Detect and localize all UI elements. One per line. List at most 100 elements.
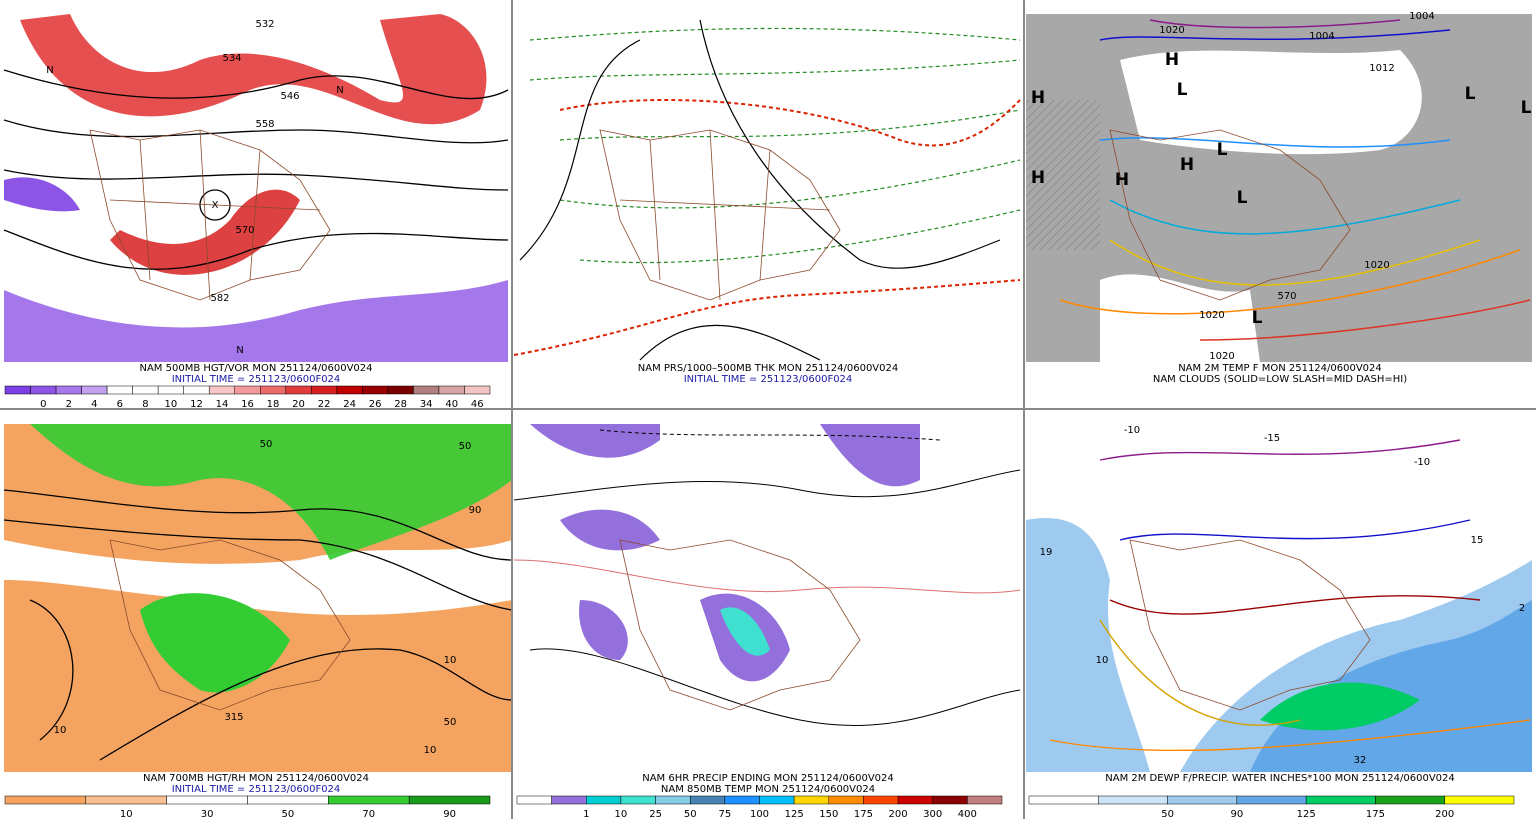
colorbar-label: 50 bbox=[1161, 809, 1174, 819]
colorbar-label: 200 bbox=[1435, 809, 1454, 819]
colorbar-label: 46 bbox=[471, 399, 484, 410]
map-label: 1004 bbox=[1409, 11, 1434, 22]
colorbar-label: 10 bbox=[615, 809, 628, 819]
colorbar-segment bbox=[4, 795, 87, 805]
map-label: 1020 bbox=[1209, 351, 1234, 362]
colorbar-segment bbox=[1444, 795, 1515, 805]
caption: NAM 6HR PRECIP ENDING MON 251124/0600V02… bbox=[642, 773, 894, 784]
colorbar-segment bbox=[586, 795, 622, 805]
colorbar-segment bbox=[106, 385, 133, 395]
colorbar-segment bbox=[285, 385, 312, 395]
colorbar-segment bbox=[328, 795, 410, 805]
colorbar-label: 28 bbox=[394, 399, 407, 410]
colorbar-label: 1 bbox=[583, 809, 589, 819]
colorbar-label: 20 bbox=[292, 399, 305, 410]
map-label: H bbox=[1031, 168, 1045, 188]
colorbar-segment bbox=[336, 385, 363, 395]
map-label: 10 bbox=[424, 745, 437, 756]
colorbar-segment bbox=[55, 385, 82, 395]
colorbar-segment bbox=[932, 795, 968, 805]
map-label: 1012 bbox=[1369, 63, 1394, 74]
colorbar-segment bbox=[438, 385, 465, 395]
map-label: 50 bbox=[444, 717, 457, 728]
map-label: 1020 bbox=[1364, 260, 1389, 271]
colorbar-segment bbox=[793, 795, 830, 805]
colorbar-label: 24 bbox=[343, 399, 356, 410]
colorbar-label: 175 bbox=[854, 809, 873, 819]
colorbar-segment bbox=[464, 385, 491, 395]
map-label: 315 bbox=[224, 712, 243, 723]
colorbar-label: 12 bbox=[190, 399, 203, 410]
colorbar-segment bbox=[166, 795, 248, 805]
map-pressure bbox=[513, 14, 1021, 362]
colorbar-segment bbox=[408, 795, 491, 805]
colorbar-label: 70 bbox=[362, 809, 375, 819]
map-label: L bbox=[1217, 140, 1228, 160]
map-label: 15 bbox=[1471, 535, 1484, 546]
map-label: H bbox=[1180, 155, 1194, 175]
colorbar-segment bbox=[1375, 795, 1445, 805]
colorbar-segment bbox=[362, 385, 389, 395]
map-label: 90 bbox=[469, 505, 482, 516]
map-label: 1020 bbox=[1199, 310, 1224, 321]
colorbar-segment bbox=[157, 385, 184, 395]
colorbar-segment bbox=[655, 795, 691, 805]
colorbar-label: 25 bbox=[649, 809, 662, 819]
map-label: 2 bbox=[1519, 603, 1525, 614]
map-label: 570 bbox=[1277, 291, 1296, 302]
colorbar-segment bbox=[620, 795, 656, 805]
colorbar-segment bbox=[551, 795, 587, 805]
colorbar-label: 75 bbox=[718, 809, 731, 819]
map-label: L bbox=[1252, 308, 1263, 328]
colorbar-label: 100 bbox=[750, 809, 769, 819]
map-label: 532 bbox=[255, 19, 274, 30]
colorbar-segment bbox=[967, 795, 1003, 805]
caption: NAM 2M TEMP F MON 251124/0600V024 bbox=[1178, 363, 1382, 374]
map-label: -10 bbox=[1124, 425, 1140, 436]
colorbar-label: 14 bbox=[216, 399, 229, 410]
map-label: N bbox=[46, 65, 53, 76]
map-label: 534 bbox=[222, 53, 241, 64]
colorbar-segment bbox=[132, 385, 159, 395]
colorbar-segment bbox=[387, 385, 414, 395]
colorbar-label: 50 bbox=[684, 809, 697, 819]
colorbar-label: 16 bbox=[241, 399, 254, 410]
caption: INITIAL TIME = 251123/0600F024 bbox=[172, 374, 341, 385]
map-label: L bbox=[1465, 84, 1476, 104]
map-label: H bbox=[1165, 50, 1179, 70]
colorbar-segment bbox=[81, 385, 108, 395]
colorbar-label: 0 bbox=[40, 399, 46, 410]
colorbar-label: 90 bbox=[1230, 809, 1243, 819]
caption: NAM CLOUDS (SOLID=LOW SLASH=MID DASH=HI) bbox=[1153, 374, 1407, 385]
colorbar-segment bbox=[828, 795, 864, 805]
colorbar-label: 175 bbox=[1366, 809, 1385, 819]
caption: NAM 850MB TEMP MON 251124/0600V024 bbox=[661, 784, 875, 795]
colorbar-label: 30 bbox=[201, 809, 214, 819]
map-precip bbox=[513, 424, 1021, 772]
colorbar-segment bbox=[4, 385, 31, 395]
map-vorticity bbox=[3, 14, 509, 362]
colorbar-segment bbox=[85, 795, 167, 805]
colorbar-segment bbox=[1167, 795, 1238, 805]
map-label: 32 bbox=[1354, 755, 1367, 766]
colorbar-label: 200 bbox=[889, 809, 908, 819]
colorbar-label: 400 bbox=[958, 809, 977, 819]
colorbar-label: 10 bbox=[120, 809, 133, 819]
colorbar-label: 10 bbox=[165, 399, 178, 410]
map-label: 1004 bbox=[1309, 31, 1334, 42]
map-label: L bbox=[1237, 188, 1248, 208]
map-label: 558 bbox=[255, 119, 274, 130]
caption: INITIAL TIME = 251123/0600F024 bbox=[684, 374, 853, 385]
colorbar-label: 18 bbox=[267, 399, 280, 410]
map-label: 1020 bbox=[1159, 25, 1184, 36]
map-label: X bbox=[212, 200, 219, 211]
caption: NAM PRS/1000–500MB THK MON 251124/0600V0… bbox=[638, 363, 898, 374]
map-temperature bbox=[1026, 14, 1532, 362]
map-label: L bbox=[1177, 80, 1188, 100]
colorbar-segment bbox=[897, 795, 933, 805]
colorbar-segment bbox=[689, 795, 726, 805]
map-label: N bbox=[236, 345, 243, 356]
map-label: 546 bbox=[280, 91, 299, 102]
